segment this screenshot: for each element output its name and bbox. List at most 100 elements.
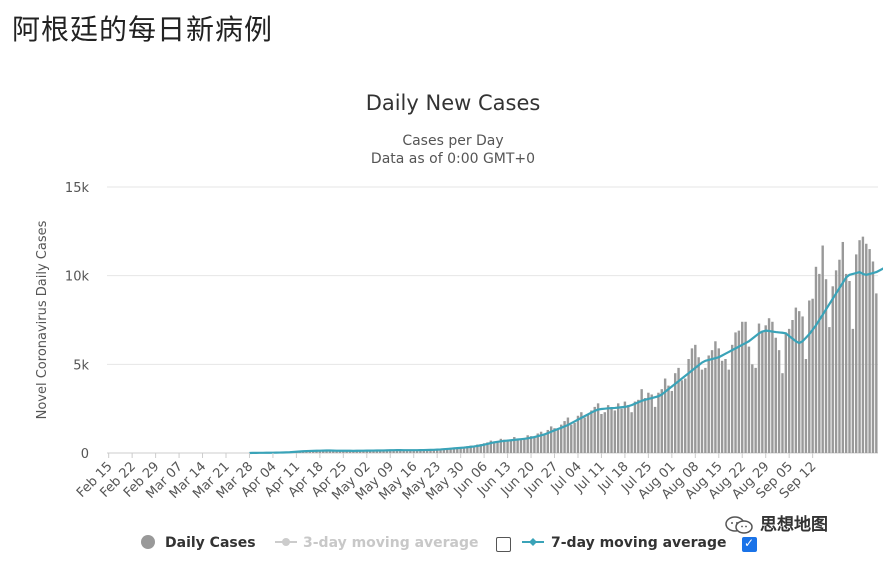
bar [754,367,757,453]
bar [328,450,332,453]
y-axis-label: Novel Coronavirus Daily Cases [35,220,50,419]
bar [801,316,804,453]
page-title: 阿根廷的每日新病例 [12,13,274,46]
y-tick-label: 0 [81,447,89,462]
bar [627,405,630,453]
bar [439,448,442,453]
bar [620,408,623,453]
bar [576,415,580,453]
y-tick-label: 5k [73,358,89,373]
bar [640,389,643,453]
bar [462,446,466,453]
bar [684,378,687,453]
bar [663,378,667,453]
bar [784,332,788,453]
bar [496,441,499,453]
bar [583,417,586,453]
bar [811,298,814,453]
bar [425,449,429,453]
bar [533,437,536,453]
bar [506,440,509,453]
bar [570,424,573,453]
bar [623,401,627,453]
legend-3day-avg[interactable]: 3-day moving average [275,535,479,551]
bar [573,422,576,453]
bar [704,367,707,453]
bar [603,412,606,453]
bar [687,359,690,453]
bar [633,401,637,453]
legend-7day-marker [529,538,537,546]
legend-daily-cases-label: Daily Cases [165,535,256,551]
bar [707,355,710,453]
bar [858,240,861,453]
bar [365,451,368,453]
bar [459,447,462,453]
bar [509,439,513,453]
bar [720,360,724,453]
bar [345,450,348,453]
bar [546,429,550,453]
bar [647,392,650,453]
bar [335,451,338,453]
bar [422,449,425,453]
toggle-7day-checkbox[interactable] [742,536,757,552]
bar [600,413,603,453]
y-axis-ticks: 0 5k 10k 15k [65,181,90,462]
toggle-3day-checkbox[interactable] [496,537,511,552]
bar [590,410,593,453]
bar [566,417,570,453]
bar [580,412,583,453]
bar [808,300,811,453]
bar [670,390,674,453]
legend-3day-marker [282,538,290,546]
watermark: 思想地图 [724,510,828,535]
legend: Daily Cases 3-day moving average 7-day m… [141,535,727,551]
bar [415,450,419,453]
bar [657,392,660,453]
bar [838,259,841,453]
bar [865,243,868,453]
bar [409,450,412,453]
bar [449,447,452,453]
bar [828,327,831,453]
bar [777,350,781,453]
bar [700,369,704,453]
legend-daily-cases[interactable]: Daily Cases [141,535,256,551]
bar [831,286,834,453]
bar [456,448,459,453]
bar [724,359,727,453]
bar [513,437,516,453]
bar [771,321,774,453]
bar [543,433,546,453]
bar [332,451,335,453]
legend-daily-cases-marker [141,535,155,549]
bar [673,373,677,453]
bar [549,426,553,453]
bar [308,451,312,453]
bar [834,270,838,453]
bar [402,449,405,453]
bar [741,321,744,453]
bar [710,350,714,453]
bar [392,449,395,453]
bar [814,266,818,453]
bar [794,307,798,453]
bar [593,406,596,453]
bar [556,429,560,453]
bar [617,403,620,453]
bar [734,332,737,453]
bar [751,364,754,453]
bar [492,442,496,453]
bar [798,311,801,453]
bar [412,450,415,453]
bar [395,450,399,453]
bar [379,450,382,453]
bar-series [248,236,878,453]
bar [516,438,519,453]
legend-7day-avg[interactable]: 7-day moving average [522,535,727,551]
bar [325,450,328,453]
bar [405,450,409,453]
bar [442,448,446,453]
